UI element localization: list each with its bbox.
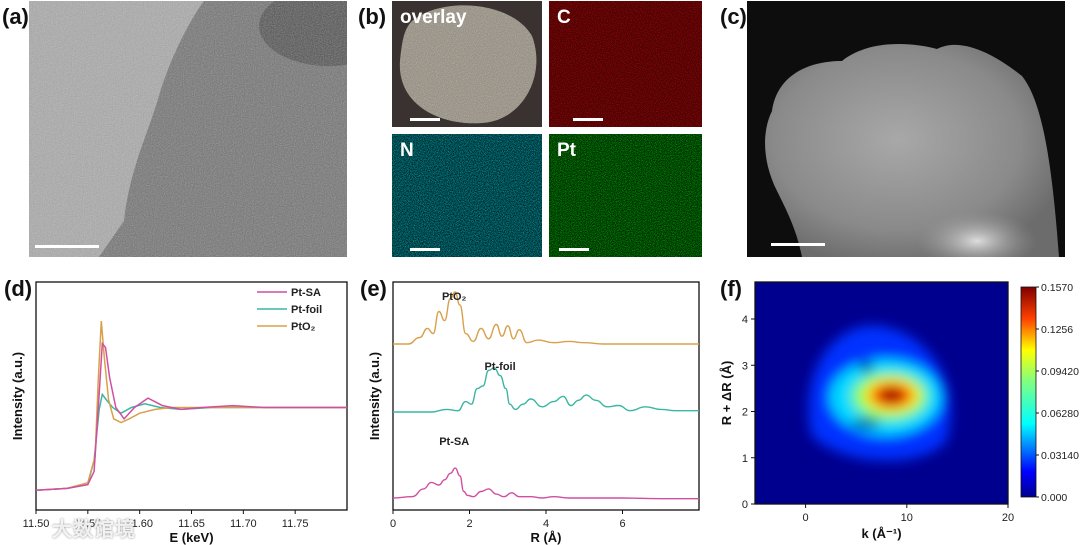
tile-label-platinum: Pt: [557, 140, 576, 161]
panel-a-tem-image: [29, 1, 347, 257]
legend-label-pt-foil: Pt-foil: [291, 304, 322, 316]
map-tile-platinum: Pt: [549, 134, 702, 257]
colorbar-tick-label: 0.03140: [1041, 450, 1079, 462]
x-tick-label: 20: [1002, 512, 1014, 524]
series-line-pt-sa: [35, 341, 347, 491]
x-tick-label: 6: [619, 518, 625, 530]
series-line-pt-foil: [393, 367, 699, 413]
y-tick-label: 3: [742, 360, 748, 372]
colorbar-tick-label: 0.1256: [1041, 324, 1073, 336]
panel-label-c: (c): [720, 4, 747, 29]
x-tick-label: 0: [390, 518, 396, 530]
tile-label-nitrogen: N: [400, 140, 414, 161]
colorbar-tick-label: 0.06280: [1041, 408, 1079, 420]
annotation-pt-sa: Pt-SA: [439, 436, 469, 448]
x-tick-label: 11.70: [230, 518, 257, 530]
y-axis-label: Intensity (a.u.): [367, 352, 382, 440]
tem-image-graphic: [29, 1, 347, 257]
x-tick-label: 11.65: [178, 518, 205, 530]
y-tick-label: 0: [742, 499, 748, 511]
heatmap-dark-spot: [852, 419, 881, 428]
x-axis-label: E (keV): [169, 530, 213, 545]
heatmap-dark-spot: [860, 362, 873, 373]
chart-e-exafs: 0 2 4 6 R (Å) Intensity (a.u.) PtO₂ Pt-foil Pt-S…: [367, 281, 700, 545]
scale-bar: [35, 245, 99, 248]
x-tick-label: 11.60: [126, 518, 153, 530]
panel-label-e: (e): [360, 276, 387, 301]
legend-label-pt-sa: Pt-SA: [291, 287, 321, 299]
y-tick-label: 2: [742, 407, 748, 419]
scale-bar: [771, 243, 825, 246]
x-axis-label: R (Å): [530, 530, 561, 545]
chart-d-xanes: 11.50 11.55 11.60 11.65 11.70 11.75 E (keV) Int…: [10, 281, 348, 545]
tile-label-carbon: C: [557, 7, 571, 28]
colorbar-tick-label: 0.09420: [1041, 366, 1079, 378]
scale-bar: [573, 118, 603, 121]
x-axis-label: k (Å⁻¹): [861, 526, 901, 541]
map-tile-carbon: C: [549, 1, 702, 127]
series-line-pto: [35, 320, 347, 491]
panel-label-d: (d): [4, 276, 33, 301]
tile-label-overlay: overlay: [400, 7, 467, 28]
panel-b-eds-mapping: overlay C N Pt: [392, 1, 702, 257]
scale-bar: [559, 248, 589, 251]
series-line-pto: [393, 291, 699, 345]
x-tick-label: 11.55: [74, 518, 101, 530]
plot-frame: [35, 281, 348, 511]
scale-bar: [410, 118, 440, 121]
scale-bar: [410, 248, 440, 251]
annotation-pt-foil: Pt-foil: [485, 361, 516, 373]
panel-label-a: (a): [2, 4, 29, 29]
heatmap-peak-main: [879, 388, 904, 403]
colorbar: [1020, 286, 1037, 498]
annotation-pto: PtO₂: [442, 291, 467, 303]
watermark: 大数馆境: [52, 519, 136, 541]
panel-c-haadf-image: [747, 1, 1065, 257]
y-tick-label: 1: [742, 453, 748, 465]
legend-label-pto: PtO₂: [291, 321, 316, 333]
panel-label-f: (f): [720, 276, 742, 301]
y-axis-label: R + ΔR (Å): [719, 361, 734, 426]
y-axis-label: Intensity (a.u.): [10, 352, 25, 440]
x-tick-label: 4: [543, 518, 549, 530]
plot-frame: [754, 281, 1009, 505]
x-tick-label: 0: [803, 512, 809, 524]
colorbar-tick-label: 0.1570: [1041, 282, 1073, 294]
chart-f-wavelet: 0 10 20 0 1 2 3 4 k (Å⁻¹) R + ΔR (Å) 0.1570 0.1256 0…: [719, 281, 1079, 541]
plot-frame: [392, 281, 700, 511]
x-tick-label: 2: [466, 518, 472, 530]
panel-label-b: (b): [358, 4, 387, 29]
x-tick-label: 10: [901, 512, 913, 524]
x-tick-label: 11.75: [282, 518, 309, 530]
y-tick-label: 4: [742, 314, 748, 326]
map-tile-overlay: overlay: [392, 1, 542, 127]
colorbar-tick-label: 0.000: [1041, 492, 1067, 504]
x-tick-label: 11.50: [23, 518, 50, 530]
map-tile-nitrogen: N: [392, 134, 542, 257]
series-line-pt-sa: [392, 467, 699, 500]
